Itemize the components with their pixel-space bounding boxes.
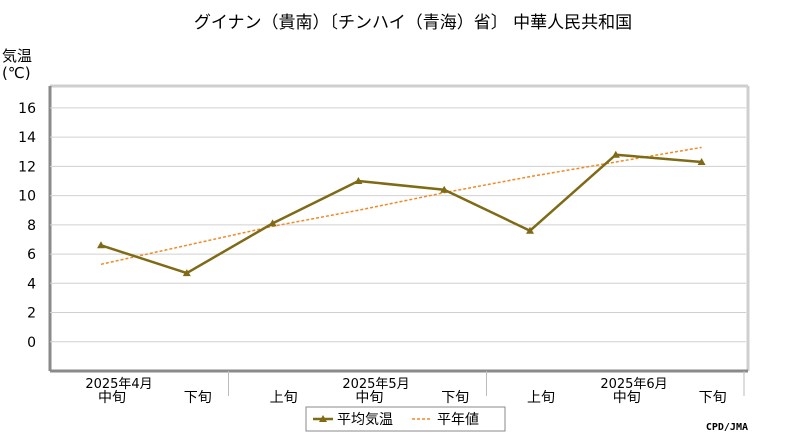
x-tick-label-7: 下旬 <box>699 390 727 406</box>
legend: 平均気温 平年値 <box>305 406 506 432</box>
y-tick-label-2: 2 <box>27 306 36 322</box>
y-tick-label-0: 0 <box>27 335 36 351</box>
series-line-normal <box>100 146 702 266</box>
x-tick-label-1: 下旬 <box>184 390 212 406</box>
legend-box <box>305 406 506 432</box>
y-tick-label-14: 14 <box>18 130 36 146</box>
x-month-label-2: 2025年6月 <box>600 377 667 392</box>
gridlines <box>50 107 746 343</box>
y-tick-label-16: 16 <box>18 101 36 117</box>
data-point-mean-2 <box>268 219 277 227</box>
series-line-mean <box>100 153 702 275</box>
series-layer <box>97 146 706 277</box>
x-month-label-1: 2025年5月 <box>342 377 409 392</box>
credit-label: CPD/JMA <box>706 422 748 433</box>
data-point-mean-4 <box>440 185 449 193</box>
x-tick-label-2: 上旬 <box>270 390 298 406</box>
x-tick-label-6: 中旬 <box>613 390 641 406</box>
data-point-mean-5 <box>526 226 534 234</box>
data-point-mean-7 <box>697 158 706 165</box>
x-tick-labels: 中旬 下旬 上旬 中旬 下旬 上旬 中旬 下旬 2025年4月 2025年5月 2025年6月 <box>85 371 745 406</box>
data-point-mean-6 <box>611 150 620 158</box>
y-tick-labels: 16 14 12 10 8 6 4 2 0 <box>18 101 36 351</box>
y-tick-label-4: 4 <box>27 276 36 292</box>
plot-area <box>48 84 750 373</box>
y-tick-label-8: 8 <box>27 218 36 234</box>
y-tick-label-12: 12 <box>18 159 36 175</box>
data-point-mean-1 <box>182 269 191 277</box>
x-tick-label-3: 中旬 <box>355 390 383 406</box>
y-tick-label-10: 10 <box>18 189 36 205</box>
y-axis-unit: (℃) <box>2 64 31 82</box>
y-tick-label-6: 6 <box>27 247 36 263</box>
data-point-mean-3 <box>354 177 363 184</box>
data-point-mean-0 <box>97 241 105 249</box>
x-tick-label-4: 下旬 <box>441 390 469 406</box>
plot-background <box>50 86 748 371</box>
legend-label-normal: 平年値 <box>437 412 479 428</box>
y-axis-label: 気温 <box>2 47 32 65</box>
x-month-label-0: 2025年4月 <box>85 377 152 392</box>
x-tick-label-0: 中旬 <box>98 390 126 406</box>
legend-label-mean: 平均気温 <box>337 412 393 428</box>
legend-marker-mean <box>319 415 327 422</box>
chart-title: グイナン（貴南）〔チンハイ（青海）省〕 中華人民共和国 <box>194 13 632 33</box>
x-tick-label-5: 上旬 <box>527 390 555 406</box>
